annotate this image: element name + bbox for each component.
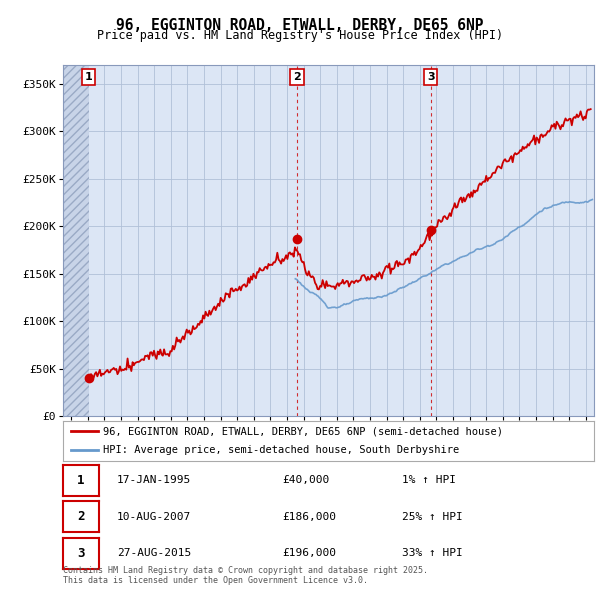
Bar [63, 65, 89, 416]
Text: 1: 1 [77, 474, 85, 487]
Text: 10-AUG-2007: 10-AUG-2007 [117, 512, 191, 522]
Text: £186,000: £186,000 [282, 512, 336, 522]
Text: 1: 1 [85, 72, 92, 82]
Text: 17-JAN-1995: 17-JAN-1995 [117, 476, 191, 485]
Text: £40,000: £40,000 [282, 476, 329, 485]
Text: 1% ↑ HPI: 1% ↑ HPI [402, 476, 456, 485]
Text: Contains HM Land Registry data © Crown copyright and database right 2025.
This d: Contains HM Land Registry data © Crown c… [63, 566, 428, 585]
Text: 33% ↑ HPI: 33% ↑ HPI [402, 549, 463, 558]
Text: £196,000: £196,000 [282, 549, 336, 558]
Text: 27-AUG-2015: 27-AUG-2015 [117, 549, 191, 558]
Text: 2: 2 [293, 72, 301, 82]
Text: 2: 2 [77, 510, 85, 523]
Text: 3: 3 [427, 72, 434, 82]
Text: 25% ↑ HPI: 25% ↑ HPI [402, 512, 463, 522]
Text: 3: 3 [77, 547, 85, 560]
Text: 96, EGGINTON ROAD, ETWALL, DERBY, DE65 6NP: 96, EGGINTON ROAD, ETWALL, DERBY, DE65 6… [116, 18, 484, 32]
Text: HPI: Average price, semi-detached house, South Derbyshire: HPI: Average price, semi-detached house,… [103, 445, 459, 455]
Text: Price paid vs. HM Land Registry's House Price Index (HPI): Price paid vs. HM Land Registry's House … [97, 30, 503, 42]
Text: 96, EGGINTON ROAD, ETWALL, DERBY, DE65 6NP (semi-detached house): 96, EGGINTON ROAD, ETWALL, DERBY, DE65 6… [103, 427, 503, 436]
